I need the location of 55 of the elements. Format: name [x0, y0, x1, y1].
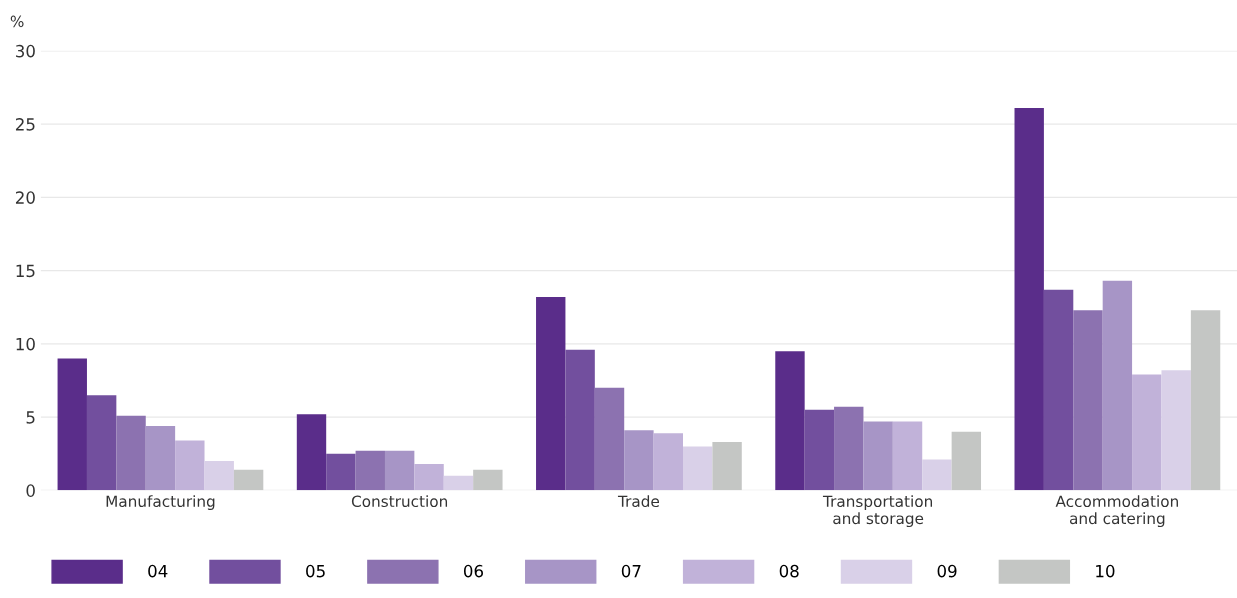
y-tick-label: 30: [16, 44, 35, 58]
y-tick-label: 0: [26, 484, 35, 497]
bar: [1102, 280, 1133, 491]
bar: [653, 433, 683, 491]
bar: [804, 409, 835, 491]
bar: [892, 421, 923, 491]
x-tick-label: Transportation and storage: [822, 495, 932, 528]
bar: [863, 421, 893, 491]
bar: [414, 463, 444, 491]
legend-label: 05: [306, 564, 325, 578]
x-tick-label: Accommodation and catering: [1055, 495, 1178, 528]
x-tick-label: Manufacturing: [106, 495, 215, 511]
bar: [204, 461, 234, 491]
bar: [922, 459, 952, 491]
bar: [296, 414, 327, 491]
y-tick-label: 25: [15, 118, 35, 131]
bar: [175, 440, 205, 491]
bar: [1161, 370, 1191, 491]
bar: [1190, 310, 1221, 491]
legend-label: 06: [463, 564, 484, 578]
bar: [1132, 374, 1162, 491]
bar: [1043, 289, 1074, 491]
bar: [1014, 107, 1044, 491]
bar: [145, 425, 176, 491]
legend-label: 07: [621, 564, 641, 578]
y-axis-title: %: [10, 15, 24, 28]
legend-label: 10: [1096, 564, 1115, 578]
y-tick-label: 20: [15, 191, 35, 204]
x-tick-label: Trade: [617, 495, 660, 508]
bar: [951, 431, 982, 491]
legend-label: 09: [937, 564, 957, 578]
bar: [326, 453, 356, 491]
bar: [443, 475, 474, 491]
bar: [57, 358, 87, 491]
bar: [1073, 310, 1103, 491]
bar: [565, 349, 595, 491]
legend-label: 08: [779, 564, 799, 578]
bar: [233, 469, 264, 491]
legend-label: 04: [148, 564, 168, 578]
bar: [683, 446, 713, 491]
bar: [116, 415, 146, 491]
bar: [86, 395, 117, 491]
bar: [594, 387, 625, 491]
y-tick-label: 5: [26, 411, 35, 424]
bar: [473, 469, 503, 491]
x-tick-label: Construction: [351, 495, 448, 508]
bar: [384, 450, 415, 491]
bar: [712, 442, 742, 491]
bar: [355, 450, 385, 491]
y-tick-label: 15: [16, 264, 35, 278]
bar: [834, 406, 864, 491]
bar: [536, 296, 566, 491]
bar: [775, 351, 805, 491]
y-tick-label: 10: [16, 337, 35, 351]
bar: [624, 430, 654, 491]
